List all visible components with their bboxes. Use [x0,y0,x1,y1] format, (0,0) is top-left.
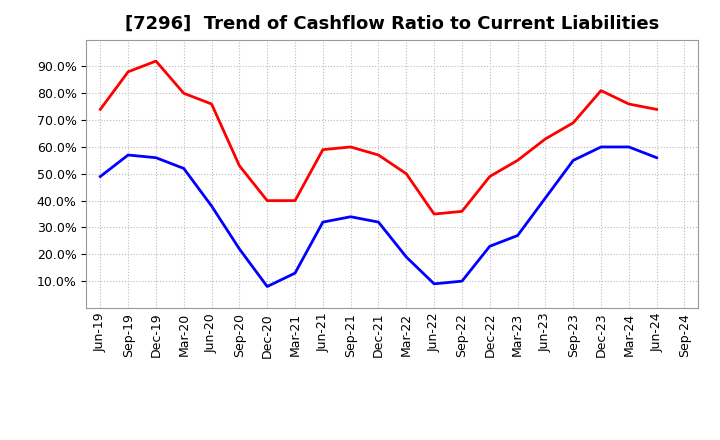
Free CF to Current Liabilities [318,220,327,225]
Operating CF to Current Liabilities [597,88,606,93]
Line: Free CF to Current Liabilities: Free CF to Current Liabilities [100,147,657,286]
Operating CF to Current Liabilities [96,107,104,112]
Operating CF to Current Liabilities [179,91,188,96]
Title: [7296]  Trend of Cashflow Ratio to Current Liabilities: [7296] Trend of Cashflow Ratio to Curren… [125,15,660,33]
Operating CF to Current Liabilities [291,198,300,203]
Operating CF to Current Liabilities [541,136,550,142]
Free CF to Current Liabilities [541,195,550,201]
Free CF to Current Liabilities [179,166,188,171]
Free CF to Current Liabilities [152,155,161,160]
Operating CF to Current Liabilities [374,152,383,158]
Operating CF to Current Liabilities [235,163,243,169]
Operating CF to Current Liabilities [569,120,577,125]
Free CF to Current Liabilities [346,214,355,220]
Operating CF to Current Liabilities [402,171,410,176]
Operating CF to Current Liabilities [458,209,467,214]
Operating CF to Current Liabilities [124,69,132,74]
Free CF to Current Liabilities [124,152,132,158]
Free CF to Current Liabilities [458,279,467,284]
Operating CF to Current Liabilities [318,147,327,152]
Operating CF to Current Liabilities [263,198,271,203]
Free CF to Current Liabilities [624,144,633,150]
Operating CF to Current Liabilities [207,101,216,106]
Operating CF to Current Liabilities [485,174,494,179]
Free CF to Current Liabilities [235,246,243,252]
Operating CF to Current Liabilities [152,59,161,64]
Free CF to Current Liabilities [263,284,271,289]
Free CF to Current Liabilities [291,271,300,276]
Free CF to Current Liabilities [513,233,522,238]
Line: Operating CF to Current Liabilities: Operating CF to Current Liabilities [100,61,657,214]
Free CF to Current Liabilities [96,174,104,179]
Operating CF to Current Liabilities [624,101,633,106]
Free CF to Current Liabilities [374,220,383,225]
Free CF to Current Liabilities [485,244,494,249]
Free CF to Current Liabilities [402,254,410,260]
Free CF to Current Liabilities [652,155,661,160]
Free CF to Current Liabilities [207,203,216,209]
Operating CF to Current Liabilities [430,211,438,216]
Free CF to Current Liabilities [597,144,606,150]
Operating CF to Current Liabilities [513,158,522,163]
Operating CF to Current Liabilities [652,107,661,112]
Operating CF to Current Liabilities [346,144,355,150]
Free CF to Current Liabilities [430,281,438,286]
Free CF to Current Liabilities [569,158,577,163]
